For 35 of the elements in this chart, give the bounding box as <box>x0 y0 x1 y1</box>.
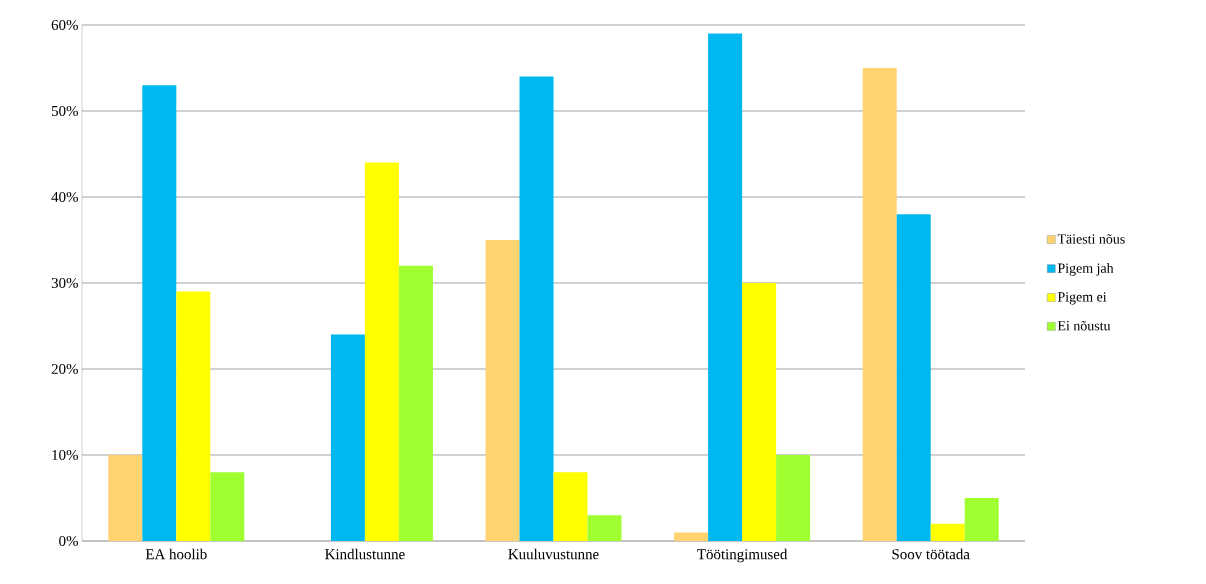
bar <box>364 162 399 541</box>
bar <box>930 523 965 541</box>
bar <box>587 515 622 541</box>
bar <box>176 291 211 541</box>
x-tick-label: EA hoolib <box>145 548 207 560</box>
bar <box>142 85 177 541</box>
y-tick-label: 50% <box>51 105 78 117</box>
legend-label: Pigem ei <box>1057 292 1107 305</box>
bar <box>708 33 743 541</box>
y-tick-label: 0% <box>59 535 78 547</box>
y-tick-label: 30% <box>51 277 78 289</box>
bar <box>485 239 520 541</box>
legend-label: Ei nõustu <box>1057 320 1111 331</box>
bar <box>398 265 433 541</box>
bar <box>862 67 897 541</box>
bar <box>108 454 143 541</box>
bar <box>742 282 777 541</box>
y-tick-label: 60% <box>51 19 78 31</box>
x-tick-label: Kuuluvustunne <box>508 548 599 560</box>
x-tick-label: Soov töötada <box>892 548 970 560</box>
bar <box>776 454 811 541</box>
x-tick-label: Töötingimused <box>697 548 788 563</box>
bar <box>964 497 999 541</box>
x-tick-label: Kindlustunne <box>325 548 405 560</box>
legend-label: Pigem jah <box>1057 263 1114 276</box>
y-tick-label: 40% <box>51 191 78 203</box>
y-tick-label: 10% <box>52 449 78 461</box>
bar <box>330 334 365 541</box>
legend-label: Täiesti nõus <box>1057 234 1125 244</box>
bar <box>896 214 931 541</box>
y-tick-label: 20% <box>51 363 78 375</box>
bar <box>210 472 245 541</box>
bar <box>519 76 554 541</box>
bar <box>553 472 588 541</box>
bar <box>674 532 709 541</box>
